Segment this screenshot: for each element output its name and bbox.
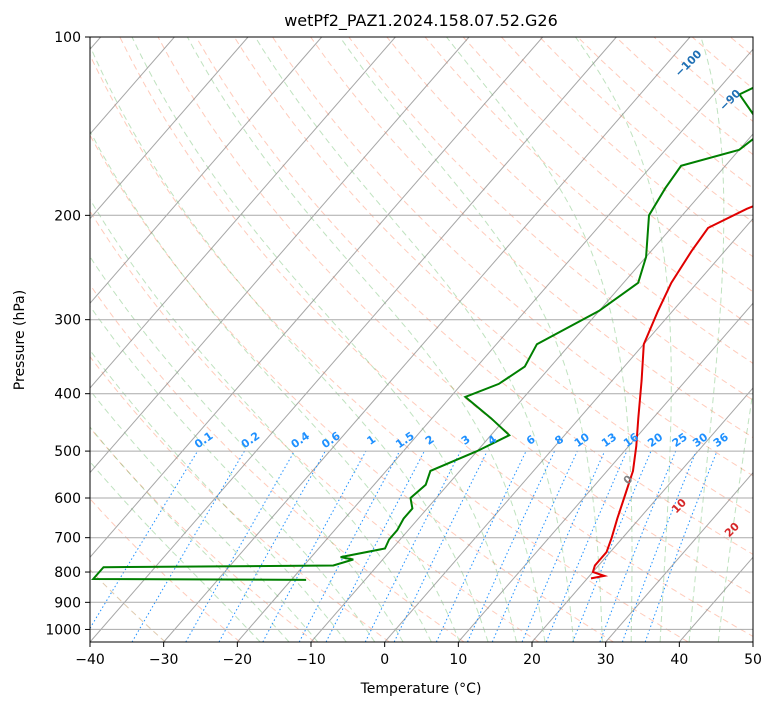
- dewpoint-trace: [91, 86, 753, 581]
- moist-adiabat-line: [90, 198, 432, 642]
- isotherm-line: [90, 37, 617, 642]
- mixing-ratio-line: [521, 450, 606, 642]
- dry-adiabat-line: [90, 210, 540, 642]
- y-tick-label: 500: [54, 444, 81, 460]
- mixing-ratio-line: [262, 450, 367, 642]
- plot-area: −100−90−80−70−60−50−40−30−20−100.10.20.4…: [90, 37, 753, 642]
- mixing-ratio-line: [644, 450, 718, 642]
- isotherm-line: [90, 37, 470, 474]
- isotherm-line: [457, 302, 753, 642]
- moist-adiabat-line: [575, 37, 672, 642]
- mixing-ratio-line: [218, 450, 326, 642]
- y-tick-label: 900: [54, 595, 81, 611]
- plot-frame: [89, 36, 754, 643]
- x-tick-label: 20: [523, 652, 541, 668]
- moist-adiabat-line: [90, 389, 319, 642]
- dry-adiabat-line: [119, 37, 753, 638]
- isotherm-line: [163, 37, 691, 642]
- x-tick-label: 50: [744, 652, 762, 668]
- isotherm-line: [90, 37, 544, 559]
- dry-adiabat-line: [348, 37, 753, 401]
- moist-adiabat-line: [688, 37, 725, 642]
- x-axis-title: Temperature (°C): [360, 681, 482, 697]
- isotherm-line: [310, 133, 753, 642]
- dry-adiabat-line: [90, 355, 390, 642]
- isotherm-line: [605, 471, 753, 642]
- dry-adiabat-line: [272, 37, 753, 477]
- dry-adiabat-line: [424, 37, 753, 328]
- x-tick-label: −20: [223, 652, 253, 668]
- mixing-ratio-line: [90, 450, 199, 630]
- dry-adiabat-line: [90, 427, 316, 642]
- moist-adiabat-line: [186, 37, 546, 642]
- moist-adiabat-line: [339, 37, 603, 642]
- y-tick-label: 200: [54, 208, 81, 224]
- x-tick-label: 40: [670, 652, 688, 668]
- isotherm-line: [531, 387, 753, 642]
- moist-adiabat-line: [90, 461, 261, 642]
- dry-adiabat-line: [310, 37, 753, 439]
- x-tick-label: −30: [149, 652, 179, 668]
- y-tick-label: 300: [54, 313, 81, 329]
- dry-adiabat-line: [90, 283, 465, 642]
- moist-adiabat-line: [90, 44, 489, 642]
- x-tick-label: 0: [380, 652, 389, 668]
- y-tick-label: 600: [54, 491, 81, 507]
- moist-adiabat-line: [90, 255, 404, 642]
- dry-adiabat-line: [90, 53, 689, 642]
- isotherm-line: [384, 217, 753, 642]
- dry-adiabat-line: [90, 569, 166, 642]
- y-axis-title: Pressure (hPa): [12, 290, 28, 390]
- isotherm-line: [90, 37, 396, 389]
- y-tick-label: 400: [54, 387, 81, 403]
- mixing-ratio-line: [491, 450, 578, 642]
- isotherm-line: [90, 37, 249, 220]
- moist-adiabat-line: [131, 37, 517, 642]
- mixing-ratio-line: [572, 450, 652, 642]
- x-tick-label: 10: [449, 652, 467, 668]
- x-tick-label: −40: [75, 652, 105, 668]
- isotherm-line: [90, 37, 323, 305]
- temperature-trace: [590, 205, 753, 580]
- y-tick-label: 1000: [45, 622, 81, 638]
- x-tick-label: −10: [296, 652, 326, 668]
- mixing-ratio-line: [364, 450, 462, 642]
- x-tick-label: 30: [597, 652, 615, 668]
- moist-adiabat-line: [90, 426, 290, 642]
- isotherm-line: [236, 48, 753, 642]
- chart-title: wetPf2_PAZ1.2024.158.07.52.G26: [284, 11, 558, 31]
- y-tick-label: 700: [54, 531, 81, 547]
- dry-adiabat-line: [90, 134, 614, 642]
- y-tick-label: 800: [54, 565, 81, 581]
- mixing-ratio-line: [599, 450, 677, 642]
- moist-adiabat-line: [90, 130, 461, 642]
- mixing-ratio-line: [621, 450, 697, 642]
- y-tick-label: 100: [54, 30, 81, 46]
- axes: −40 −30 −20 −10 0 10 20 30 40 50 100 200 300 400 500 60…: [45, 30, 762, 668]
- mixing-ratio-line: [545, 450, 628, 642]
- moist-adiabat-line: [90, 349, 347, 642]
- moist-adiabat-line: [717, 388, 753, 642]
- dry-adiabat-line: [90, 498, 241, 642]
